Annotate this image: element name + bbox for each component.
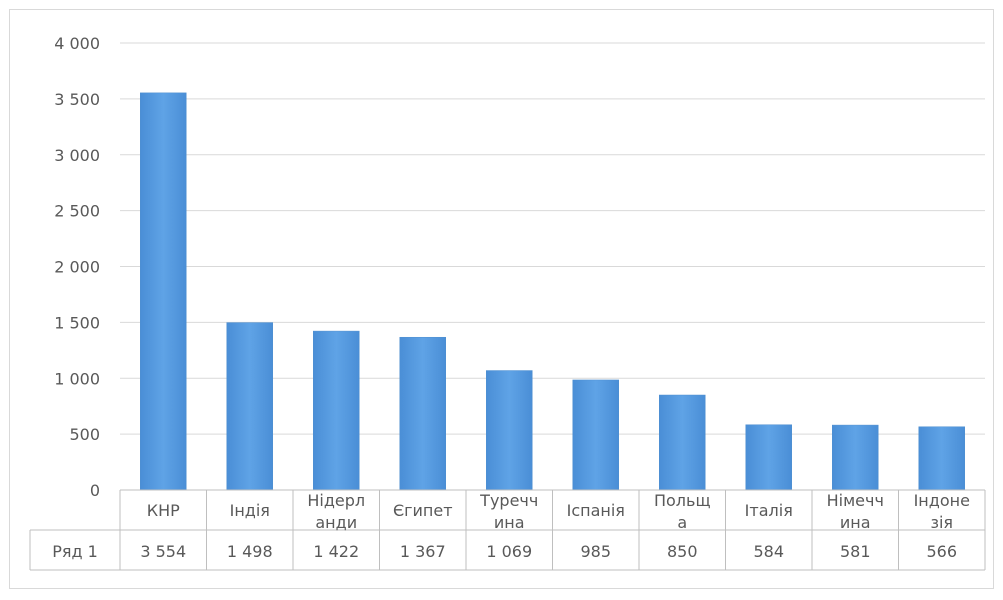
x-tick-label: Єгипет — [393, 501, 453, 520]
data-value-label: 3 554 — [140, 542, 186, 561]
data-value-label: 1 069 — [486, 542, 532, 561]
x-tick-label: Польщ а — [654, 491, 711, 532]
data-value-label: 1 367 — [400, 542, 446, 561]
y-tick-label: 2 500 — [54, 202, 100, 221]
bar — [745, 424, 792, 491]
x-tick-label: Туречч ина — [479, 491, 538, 532]
data-value-label: 985 — [580, 542, 611, 561]
bar — [832, 424, 879, 491]
x-tick-label: Індоне зія — [914, 491, 970, 532]
x-tick-label: Німечч ина — [827, 491, 884, 532]
data-value-label: 581 — [840, 542, 871, 561]
data-table: КНР Індія Нідерл анди Єгипет Туречч ина Іспанія… — [29, 489, 986, 571]
bars — [140, 92, 965, 491]
x-tick-label: Індія — [230, 501, 270, 520]
bar — [572, 379, 619, 491]
y-tick-label: 3 000 — [54, 146, 100, 165]
bar — [226, 322, 273, 491]
bar — [313, 330, 360, 491]
y-tick-label: 4 000 — [54, 34, 100, 53]
x-tick-label: КНР — [147, 501, 180, 520]
bar — [399, 336, 446, 491]
y-tick-label: 0 — [90, 481, 100, 500]
data-value-label: 1 422 — [313, 542, 359, 561]
bar — [659, 394, 706, 491]
x-tick-label: Нідерл анди — [307, 491, 365, 532]
x-tick-label: Іспанія — [567, 501, 625, 520]
y-tick-label: 3 500 — [54, 90, 100, 109]
bar — [140, 92, 187, 491]
y-axis-tick-labels: 0 500 1 000 1 500 2 000 2 500 3 000 3 500 4 000 — [54, 34, 100, 500]
series-name-label: Ряд 1 — [52, 542, 98, 561]
data-value-label: 566 — [926, 542, 957, 561]
x-tick-label: Італія — [745, 501, 793, 520]
y-tick-label: 1 000 — [54, 369, 100, 388]
data-value-label: 584 — [753, 542, 784, 561]
data-value-label: 1 498 — [227, 542, 273, 561]
y-tick-label: 1 500 — [54, 313, 100, 332]
bar — [486, 370, 533, 491]
data-value-label: 850 — [667, 542, 698, 561]
y-tick-label: 500 — [69, 425, 100, 444]
y-tick-label: 2 000 — [54, 258, 100, 277]
bar — [918, 426, 965, 491]
